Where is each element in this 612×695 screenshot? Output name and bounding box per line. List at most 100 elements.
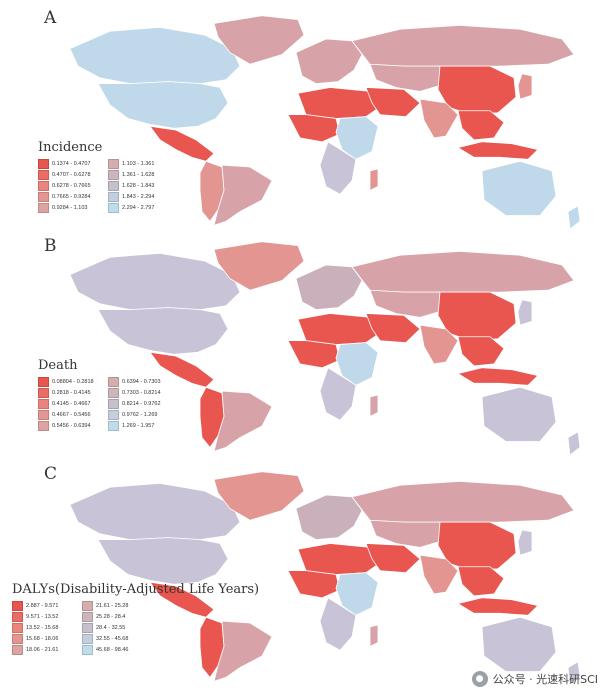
- region-greenland: [213, 241, 305, 291]
- legend-item: 0.4145 - 0.4667: [38, 398, 102, 409]
- region-middle-east: [365, 543, 421, 573]
- legend-item: 45.68 - 98.46: [82, 644, 146, 655]
- region-greenland: [213, 471, 305, 521]
- region-canada: [69, 482, 241, 540]
- legend-swatch: [38, 376, 49, 387]
- legend-item: 1.843 - 2.294: [108, 191, 172, 202]
- world-map: [69, 471, 581, 686]
- legend-item: 0.5456 - 0.6394: [38, 420, 102, 431]
- legend-item: 0.1374 - 0.4707: [38, 158, 102, 169]
- legend-label: 0.4707 - 0.6278: [52, 171, 91, 178]
- legend-label: 28.4 - 32.55: [96, 624, 126, 631]
- region-east-africa: [335, 572, 379, 616]
- region-south-america: [213, 390, 273, 452]
- legend-swatch: [82, 600, 93, 611]
- legend-title: Death: [38, 358, 78, 373]
- legend-swatch: [108, 376, 119, 387]
- region-china: [437, 65, 517, 116]
- map-legend: Death 0.08804 - 0.2818 0.6394 - 0.7303 0.28…: [38, 358, 172, 431]
- region-australia: [481, 386, 557, 442]
- region-west-africa: [287, 114, 341, 143]
- region-west-africa: [287, 570, 341, 599]
- map-panel-b: B Death 0.08804 - 0.2818 0.6394 - 0.7303 0.2…: [0, 230, 612, 458]
- legend-title: DALYs(Disability-Adjusted Life Years): [12, 582, 260, 597]
- legend-swatch: [38, 420, 49, 431]
- legend-item: 0.4707 - 0.6278: [38, 169, 102, 180]
- legend-label: 45.68 - 98.46: [96, 646, 129, 653]
- region-central-asia: [369, 519, 447, 548]
- legend-item: 1.103 - 1.361: [108, 158, 172, 169]
- region-madagascar: [369, 168, 379, 191]
- region-india: [419, 324, 459, 365]
- region-india: [419, 98, 459, 139]
- map-panel-a: A Incidence 0.1374 - 0.4707 1.103 - 1.361 0.…: [0, 0, 612, 230]
- legend-label: 2.294 - 2.797: [122, 204, 155, 211]
- region-middle-east: [365, 313, 421, 343]
- region-central-asia: [369, 289, 447, 318]
- legend-swatch: [38, 409, 49, 420]
- region-australia: [481, 616, 557, 672]
- legend-label: 0.6394 - 0.7303: [122, 378, 161, 385]
- region-madagascar: [369, 624, 379, 647]
- legend-label: 0.2818 - 0.4145: [52, 389, 91, 396]
- region-southeast-asia: [457, 566, 505, 597]
- legend-swatch: [82, 622, 93, 633]
- legend-item: 0.9762 - 1.269: [108, 409, 172, 420]
- world-map: [69, 15, 581, 230]
- region-west-africa: [287, 340, 341, 369]
- legend-label: 1.361 - 1.628: [122, 171, 155, 178]
- region-canada: [69, 26, 241, 84]
- legend-swatch: [108, 180, 119, 191]
- region-japan: [517, 529, 533, 556]
- region-southeast-asia: [457, 110, 505, 141]
- region-india: [419, 554, 459, 595]
- legend-item: 2.887 - 9.571: [12, 600, 76, 611]
- legend-grid: 0.08804 - 0.2818 0.6394 - 0.7303 0.2818 - …: [38, 376, 172, 431]
- region-east-africa: [335, 342, 379, 386]
- region-russia: [351, 251, 575, 293]
- legend-item: 9.571 - 13.52: [12, 611, 76, 622]
- legend-label: 18.06 - 21.61: [26, 646, 59, 653]
- region-north-america: [97, 81, 229, 129]
- legend-label: 0.8214 - 0.9762: [122, 400, 161, 407]
- legend-label: 2.887 - 9.571: [26, 602, 59, 609]
- legend-label: 25.28 - 28.4: [96, 613, 126, 620]
- legend-grid: 2.887 - 9.571 21.61 - 25.28 9.571 - 13.52 2…: [12, 600, 259, 655]
- legend-item: 0.9284 - 1.103: [38, 202, 102, 213]
- legend-swatch: [38, 169, 49, 180]
- legend-item: 0.6278 - 0.7665: [38, 180, 102, 191]
- legend-grid: 0.1374 - 0.4707 1.103 - 1.361 0.4707 - 0.6…: [38, 158, 172, 213]
- legend-swatch: [108, 387, 119, 398]
- legend-label: 0.9762 - 1.269: [122, 411, 158, 418]
- legend-item: 0.2818 - 0.4145: [38, 387, 102, 398]
- region-russia: [351, 481, 575, 523]
- region-central-asia: [369, 63, 447, 92]
- legend-item: 25.28 - 28.4: [82, 611, 146, 622]
- legend-label: 0.4667 - 0.5456: [52, 411, 91, 418]
- legend-item: 0.7303 - 0.8214: [108, 387, 172, 398]
- legend-label: 15.68 - 18.06: [26, 635, 59, 642]
- region-new-zealand: [567, 205, 581, 230]
- legend-item: 15.68 - 18.06: [12, 633, 76, 644]
- legend-swatch: [38, 387, 49, 398]
- region-southeast-asia: [457, 336, 505, 367]
- region-south-africa: [319, 597, 357, 651]
- legend-swatch: [12, 633, 23, 644]
- map-panel-c: C DALYs(Disability-Adjusted Life Years) 2.…: [0, 458, 612, 695]
- legend-swatch: [108, 409, 119, 420]
- legend-swatch: [38, 202, 49, 213]
- legend-label: 0.7303 - 0.8214: [122, 389, 161, 396]
- region-south-america: [213, 164, 273, 226]
- map-legend: DALYs(Disability-Adjusted Life Years) 2.8…: [12, 582, 260, 655]
- legend-swatch: [12, 600, 23, 611]
- legend-label: 0.9284 - 1.103: [52, 204, 88, 211]
- legend-swatch: [82, 633, 93, 644]
- legend-item: 21.61 - 25.28: [82, 600, 146, 611]
- region-china: [437, 521, 517, 572]
- panel-letter: B: [44, 236, 57, 256]
- legend-swatch: [12, 644, 23, 655]
- legend-item: 0.7665 - 0.9284: [38, 191, 102, 202]
- legend-swatch: [82, 644, 93, 655]
- legend-title: Incidence: [38, 140, 103, 155]
- region-south-america: [213, 620, 273, 682]
